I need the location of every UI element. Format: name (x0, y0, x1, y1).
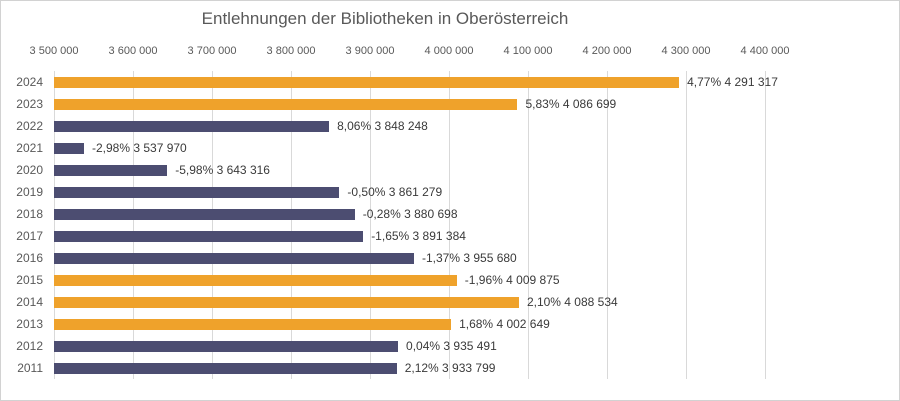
gridline (370, 71, 371, 379)
data-label: -5,98% 3 643 316 (175, 163, 270, 177)
gridline (212, 71, 213, 379)
category-label: 2017 (16, 229, 43, 243)
bar (54, 230, 364, 242)
x-axis-tick-label: 4 000 000 (424, 45, 474, 57)
bar (54, 340, 399, 352)
bar (54, 274, 457, 286)
bar (54, 76, 680, 88)
bar (54, 120, 330, 132)
data-label: 2,10% 4 088 534 (526, 295, 618, 309)
category-label: 2022 (16, 119, 43, 133)
category-label: 2023 (16, 97, 43, 111)
category-label: 2016 (16, 251, 43, 265)
data-label: 8,06% 3 848 248 (337, 119, 428, 133)
bar (54, 362, 397, 374)
x-axis-tick-label: 3 500 000 (29, 45, 79, 57)
bar (54, 318, 452, 330)
gridline (686, 71, 687, 379)
category-label: 2014 (16, 295, 43, 309)
category-label: 2021 (16, 141, 43, 155)
x-axis-tick-label: 4 300 000 (661, 45, 711, 57)
x-axis-tick-label: 3 900 000 (345, 45, 395, 57)
bar (54, 208, 355, 220)
gridline (54, 71, 55, 379)
bar (54, 142, 84, 154)
gridline (607, 71, 608, 379)
data-label: 2,12% 3 933 799 (404, 361, 496, 375)
bar (54, 98, 518, 110)
data-label: -0,50% 3 861 279 (347, 185, 443, 199)
bar (54, 164, 168, 176)
data-label: 1,68% 4 002 649 (459, 317, 550, 331)
gridline (133, 71, 134, 379)
x-axis-tick-label: 4 400 000 (740, 45, 790, 57)
category-label: 2012 (16, 339, 43, 353)
data-label: -1,65% 3 891 384 (371, 229, 466, 243)
gridline (765, 71, 766, 379)
gridline (449, 71, 450, 379)
chart-title: Entlehnungen der Bibliotheken in Oberöst… (201, 9, 569, 28)
data-label: 4,77% 4 291 317 (687, 75, 778, 89)
bar (54, 186, 340, 198)
x-axis-tick-label: 3 700 000 (187, 45, 237, 57)
category-label: 2015 (16, 273, 43, 287)
data-label: -0,28% 3 880 698 (362, 207, 458, 221)
bar (54, 252, 414, 264)
category-label: 2020 (16, 163, 43, 177)
data-label: 5,83% 4 086 699 (525, 97, 617, 111)
data-label: 0,04% 3 935 491 (406, 339, 497, 353)
gridline (291, 71, 292, 379)
x-axis-tick-label: 3 600 000 (108, 45, 158, 57)
category-label: 2024 (16, 75, 43, 89)
category-label: 2018 (16, 207, 43, 221)
x-axis-tick-label: 4 100 000 (503, 45, 553, 57)
category-label: 2013 (16, 317, 43, 331)
data-label: -2,98% 3 537 970 (91, 141, 187, 155)
bar (54, 296, 519, 308)
category-label: 2011 (17, 361, 43, 375)
x-axis-tick-label: 4 200 000 (582, 45, 632, 57)
category-label: 2019 (16, 185, 43, 199)
gridline (528, 71, 529, 379)
data-label: -1,37% 3 955 680 (421, 251, 517, 265)
data-label: -1,96% 4 009 875 (464, 273, 560, 287)
x-axis-tick-label: 3 800 000 (266, 45, 316, 57)
